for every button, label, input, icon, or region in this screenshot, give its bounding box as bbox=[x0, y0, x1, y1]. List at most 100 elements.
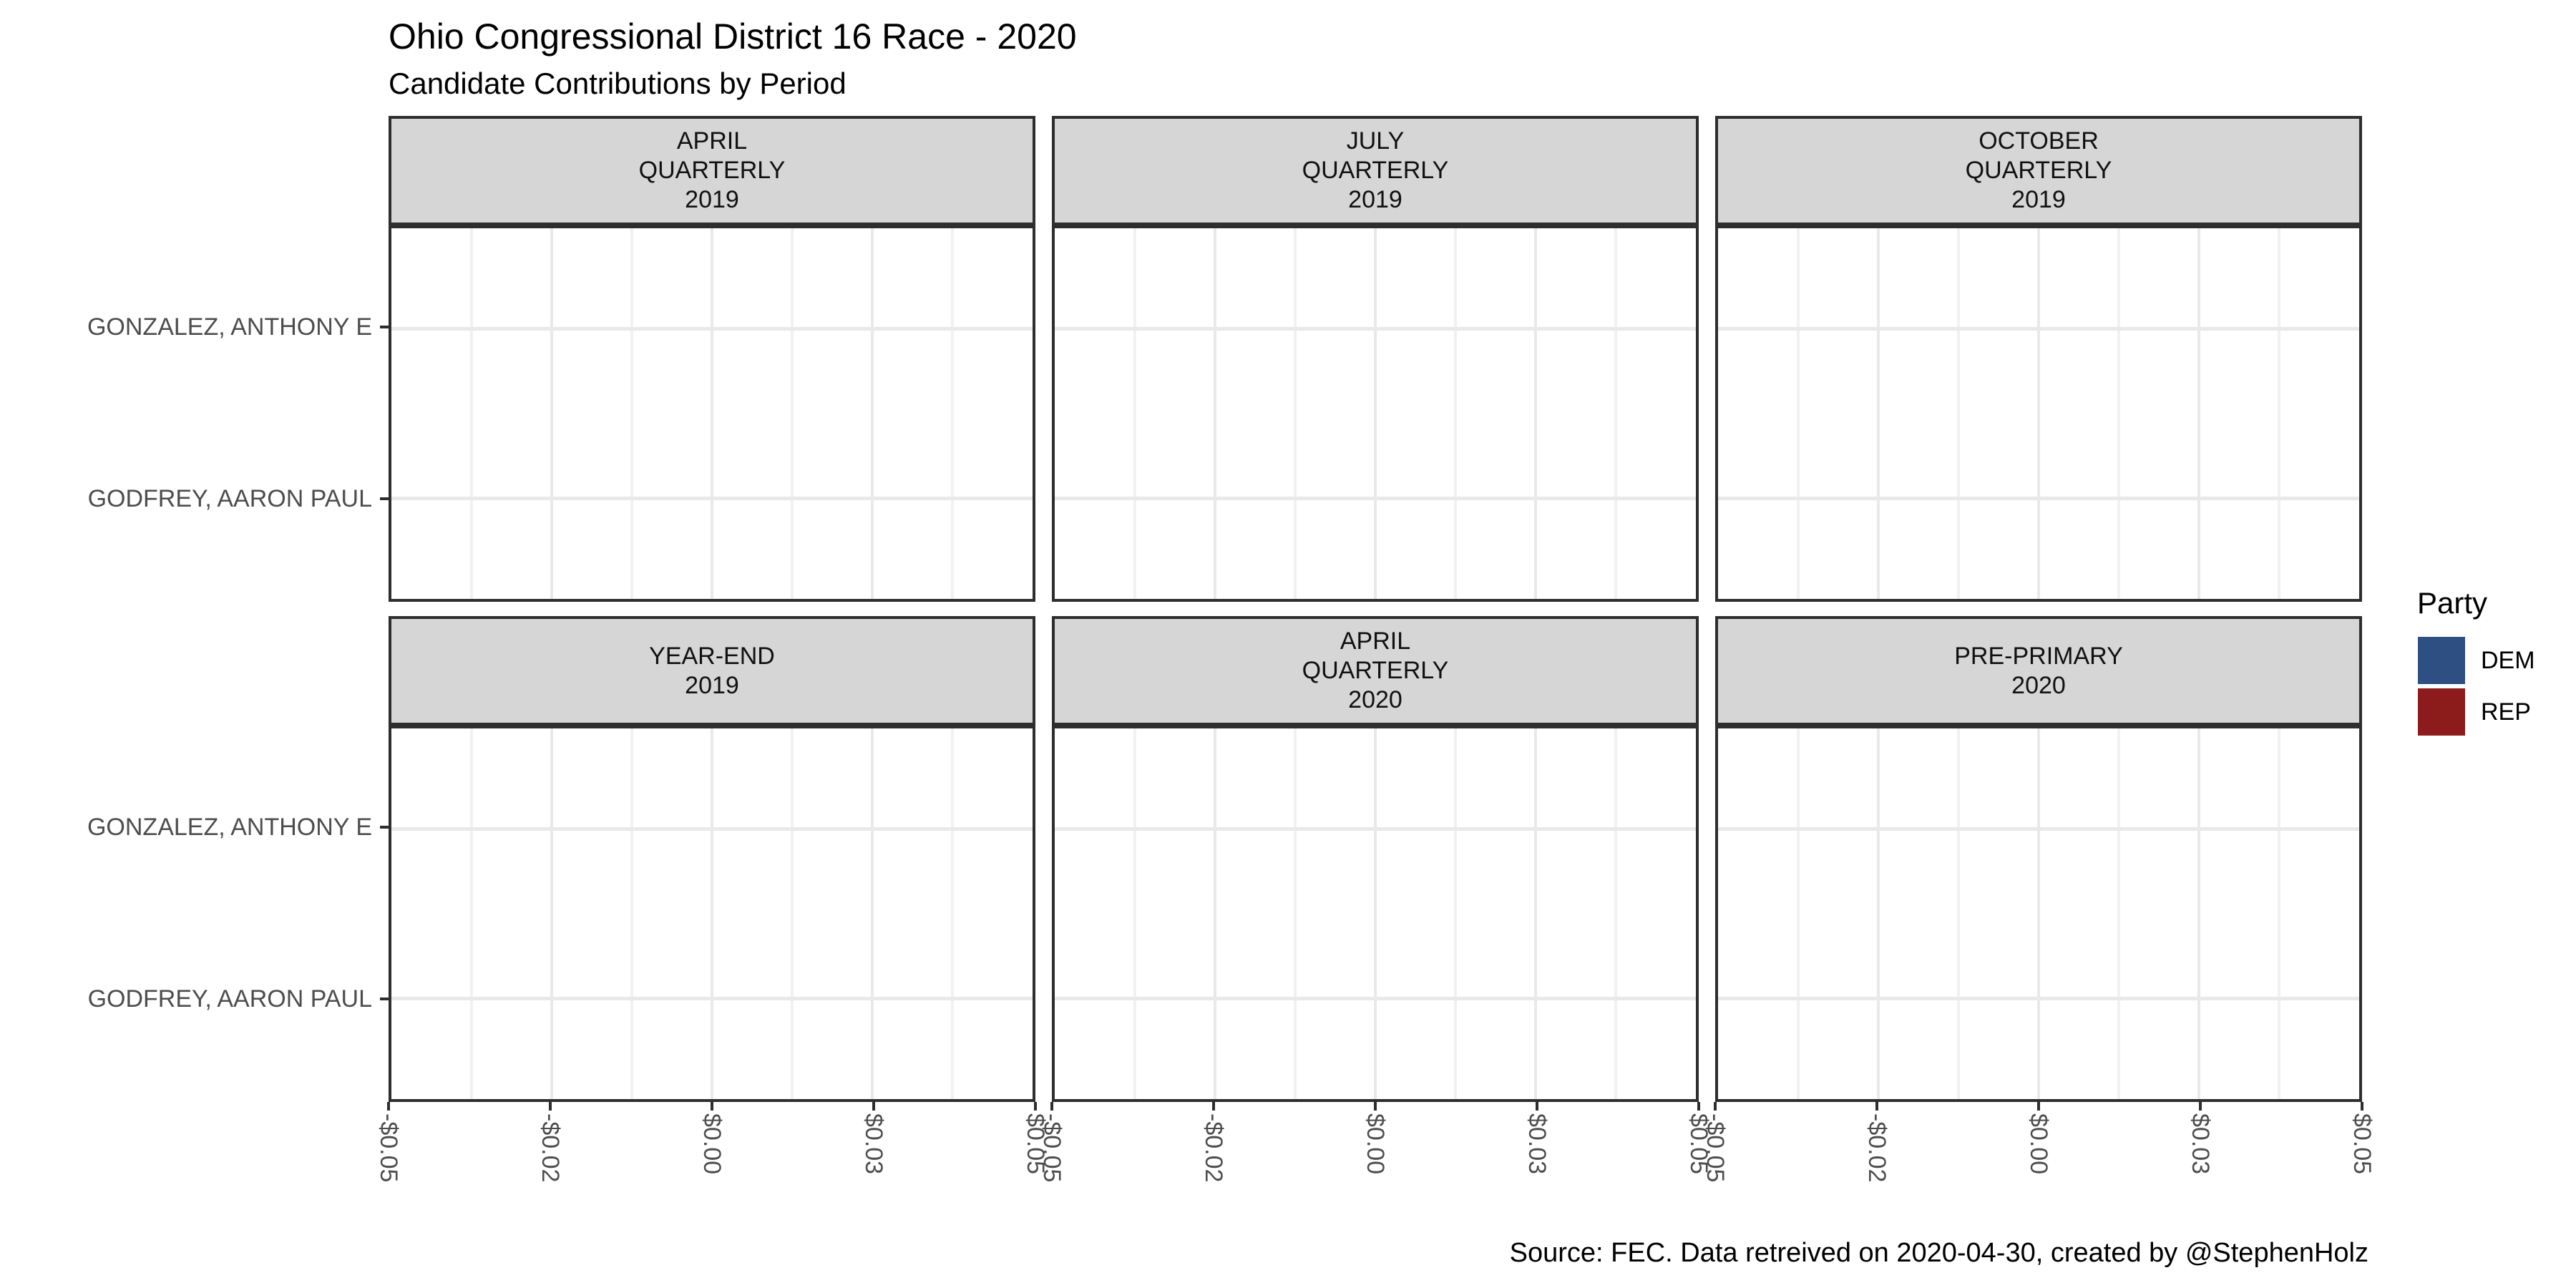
x-axis-tick-label: $0.05 bbox=[1685, 1113, 1712, 1175]
x-axis-tick-label: -$0.02 bbox=[1863, 1113, 1890, 1183]
x-axis-tick-label: -$0.02 bbox=[537, 1113, 564, 1183]
gridline-vertical-minor bbox=[2278, 228, 2280, 599]
facet-strip-label: 2020 bbox=[2011, 671, 2066, 699]
gridline-horizontal-major bbox=[391, 826, 1033, 831]
x-axis-tick bbox=[1536, 1102, 1538, 1111]
gridline-vertical-major bbox=[1534, 728, 1537, 1099]
gridline-horizontal-major bbox=[1718, 326, 2359, 331]
gridline-vertical-major bbox=[871, 728, 874, 1099]
facet-strip-label: 2020 bbox=[1348, 686, 1402, 713]
x-axis-tick-label: $0.03 bbox=[2187, 1113, 2214, 1175]
x-axis-tick-label: -$0.05 bbox=[1038, 1113, 1065, 1183]
x-axis-tick bbox=[387, 1102, 390, 1111]
x-axis-tick bbox=[1212, 1102, 1215, 1111]
facet-strip-label: QUARTERLY bbox=[638, 157, 786, 184]
gridline-vertical-minor bbox=[2117, 728, 2120, 1099]
legend-title: Party bbox=[2417, 586, 2488, 620]
x-axis-tick-label: $0.03 bbox=[1523, 1113, 1551, 1175]
plot-subtitle: Candidate Contributions by Period bbox=[389, 67, 847, 100]
legend-key-label-rep: REP bbox=[2481, 698, 2531, 726]
facet-strip-label: APRIL bbox=[676, 127, 748, 155]
gridline-horizontal-major bbox=[1055, 826, 1696, 831]
x-axis-tick-label: $0.05 bbox=[2348, 1113, 2376, 1175]
facet-strip-label: APRIL bbox=[1340, 628, 1411, 655]
gridline-horizontal-major bbox=[391, 326, 1033, 331]
gridline-vertical-major bbox=[1214, 228, 1216, 599]
gridline-vertical-minor bbox=[630, 228, 633, 599]
gridline-vertical-major bbox=[2037, 728, 2040, 1099]
gridline-vertical-major bbox=[1877, 728, 1880, 1099]
gridline-horizontal-major bbox=[1718, 996, 2359, 1000]
facet-panel bbox=[389, 726, 1035, 1102]
x-axis-tick-label: -$0.05 bbox=[375, 1113, 402, 1183]
gridline-vertical-minor bbox=[1133, 728, 1136, 1099]
gridline-vertical-minor bbox=[2117, 228, 2120, 599]
gridline-vertical-minor bbox=[470, 728, 473, 1099]
facet-strip-label: YEAR-END bbox=[649, 642, 775, 670]
facet-panel bbox=[1715, 726, 2362, 1102]
y-axis-label: GONZALEZ, ANTHONY E bbox=[87, 313, 372, 341]
x-axis-tick-label: $0.00 bbox=[698, 1113, 726, 1175]
facet-strip: YEAR-END 2019 bbox=[389, 616, 1035, 726]
gridline-horizontal-major bbox=[391, 996, 1033, 1000]
gridline-vertical-minor bbox=[1957, 228, 1960, 599]
facet-panel bbox=[1052, 726, 1699, 1102]
gridline-vertical-minor bbox=[1614, 728, 1617, 1099]
gridline-vertical-major bbox=[1534, 228, 1537, 599]
gridline-vertical-major bbox=[550, 228, 553, 599]
x-axis-tick bbox=[872, 1102, 875, 1111]
facet-panel bbox=[1052, 225, 1699, 602]
x-axis-tick-label: $0.00 bbox=[1362, 1113, 1389, 1175]
x-axis-tick bbox=[1697, 1102, 1700, 1111]
gridline-vertical-minor bbox=[1454, 728, 1457, 1099]
facet-strip-label: PRE-PRIMARY bbox=[1954, 642, 2123, 670]
facet-strip-label: QUARTERLY bbox=[1302, 157, 1449, 184]
gridline-vertical-major bbox=[1374, 728, 1377, 1099]
gridline-vertical-minor bbox=[2278, 728, 2280, 1099]
x-axis-tick bbox=[1374, 1102, 1377, 1111]
legend-key-label-dem: DEM bbox=[2481, 647, 2535, 674]
y-axis-label: GONZALEZ, ANTHONY E bbox=[87, 814, 372, 841]
facet-strip: APRIL QUARTERLY 2020 bbox=[1052, 616, 1699, 726]
gridline-vertical-minor bbox=[1957, 728, 1960, 1099]
gridline-vertical-major bbox=[711, 728, 713, 1099]
x-axis-tick-label: -$0.02 bbox=[1200, 1113, 1227, 1183]
gridline-vertical-minor bbox=[791, 228, 794, 599]
gridline-horizontal-major bbox=[1055, 326, 1696, 331]
gridline-vertical-major bbox=[2197, 728, 2200, 1099]
gridline-vertical-minor bbox=[1133, 228, 1136, 599]
x-axis-tick bbox=[1714, 1102, 1717, 1111]
gridline-vertical-minor bbox=[1454, 228, 1457, 599]
facet-strip-label: 2019 bbox=[685, 671, 739, 699]
x-axis-tick bbox=[2199, 1102, 2202, 1111]
gridline-vertical-minor bbox=[470, 228, 473, 599]
y-axis-label: GODFREY, AARON PAUL bbox=[87, 985, 372, 1013]
y-axis-tick bbox=[380, 997, 389, 1000]
facet-strip-label: 2019 bbox=[2011, 186, 2066, 213]
x-axis-tick bbox=[1034, 1102, 1037, 1111]
gridline-vertical-minor bbox=[1797, 728, 1800, 1099]
gridline-horizontal-major bbox=[1718, 496, 2359, 500]
facet-strip-label: JULY bbox=[1346, 127, 1405, 155]
y-axis-tick bbox=[380, 326, 389, 328]
y-axis-tick bbox=[380, 826, 389, 829]
facet-strip-label: QUARTERLY bbox=[1302, 657, 1449, 684]
x-axis-tick bbox=[2361, 1102, 2363, 1111]
gridline-vertical-minor bbox=[1294, 728, 1297, 1099]
gridline-vertical-minor bbox=[951, 728, 954, 1099]
x-axis-tick-label: $0.05 bbox=[1022, 1113, 1049, 1175]
facet-strip: APRIL QUARTERLY 2019 bbox=[389, 116, 1035, 225]
gridline-vertical-major bbox=[871, 228, 874, 599]
facet-panel bbox=[1715, 225, 2362, 602]
gridline-vertical-major bbox=[1214, 728, 1216, 1099]
x-axis-tick-label: $0.03 bbox=[860, 1113, 887, 1175]
legend-key-swatch-dem bbox=[2418, 637, 2465, 684]
legend-key-swatch-rep bbox=[2418, 688, 2465, 736]
gridline-vertical-minor bbox=[1797, 228, 1800, 599]
facet-strip: OCTOBER QUARTERLY 2019 bbox=[1715, 116, 2362, 225]
gridline-vertical-major bbox=[2037, 228, 2040, 599]
gridline-vertical-minor bbox=[951, 228, 954, 599]
gridline-vertical-minor bbox=[1294, 228, 1297, 599]
facet-strip: PRE-PRIMARY 2020 bbox=[1715, 616, 2362, 726]
x-axis-tick bbox=[549, 1102, 552, 1111]
